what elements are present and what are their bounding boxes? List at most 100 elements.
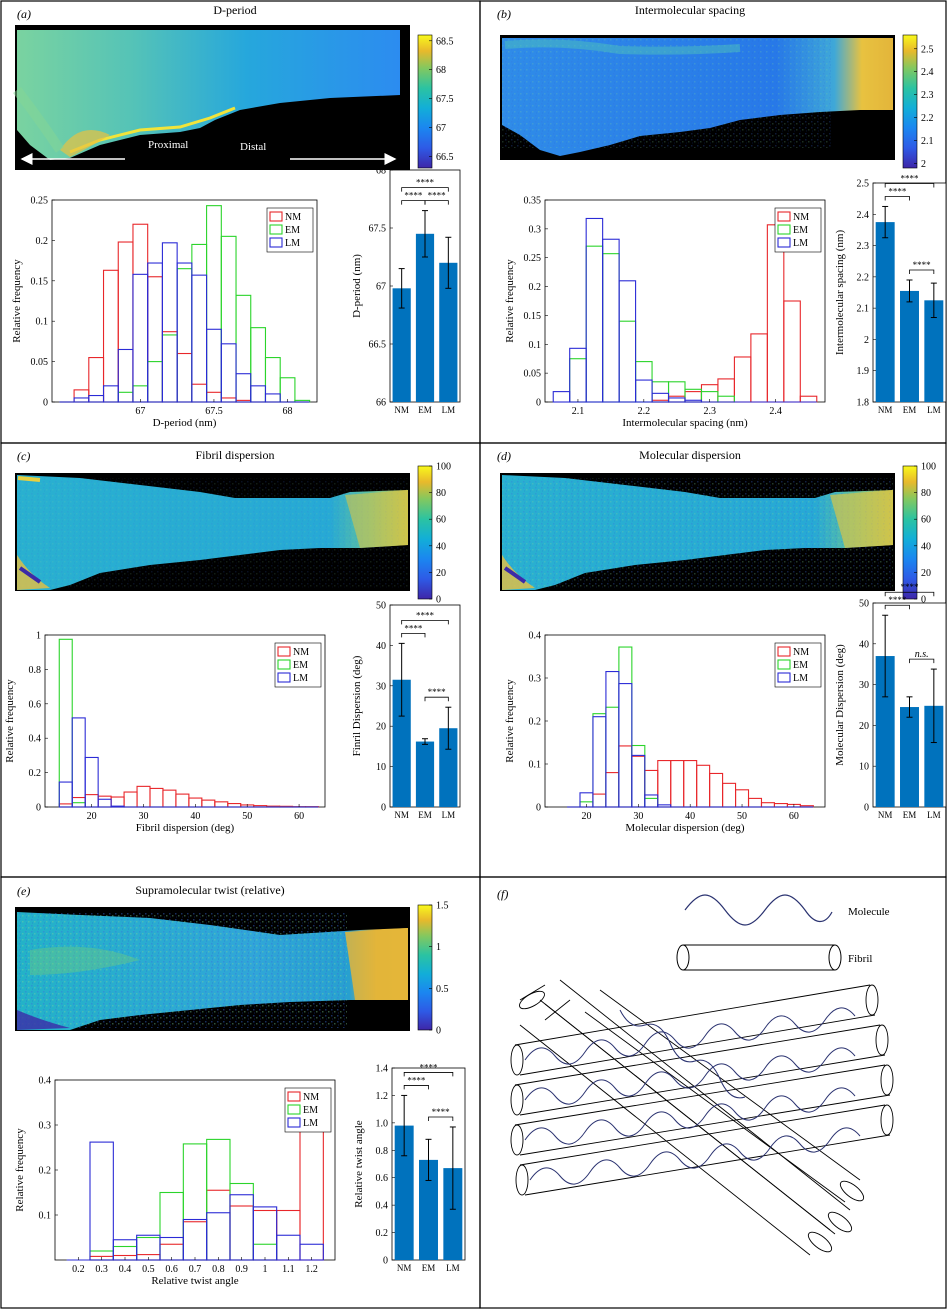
colorbar-tick-label: 100: [921, 462, 936, 473]
barchart-ytick-label: 2: [864, 335, 869, 346]
schematic-label-molecule: Molecule: [848, 906, 890, 918]
panel-label: (d): [497, 449, 511, 463]
histogram-ytick-label: 0.05: [31, 357, 49, 368]
histogram-ytick-label: 0.05: [524, 369, 542, 380]
legend-label: EM: [285, 225, 300, 236]
colorbar-tick-label: 66.5: [436, 152, 454, 163]
legend-label: NM: [285, 212, 301, 223]
bar-category-label: LM: [446, 1263, 460, 1273]
bar-category-label: EM: [422, 1263, 436, 1273]
map-title: D-period: [213, 3, 256, 17]
histogram-ytick-label: 0.1: [39, 1211, 52, 1222]
map-a-label-proximal: Proximal: [148, 139, 188, 151]
legend-label: LM: [303, 1118, 318, 1129]
significance-label: ****: [888, 595, 907, 605]
histogram-ytick-label: 0.15: [524, 311, 542, 322]
colorbar-tick-label: 20: [921, 568, 931, 579]
colorbar-tick-label: 2.5: [921, 44, 934, 55]
significance-label: ****: [888, 186, 907, 196]
significance-label: ****: [420, 1062, 439, 1072]
histogram-ytick-label: 0.2: [39, 1166, 52, 1177]
histogram-ytick-label: 0: [43, 398, 48, 409]
histogram-xlabel: Relative twist angle: [151, 1275, 238, 1287]
histogram-ytick-label: 0.1: [529, 340, 542, 351]
barchart-ylabel: Relative twist angle: [353, 1120, 365, 1207]
histogram-ytick-label: 0: [36, 803, 41, 814]
histogram-ylabel: Relative frequency: [504, 259, 516, 343]
map-title: Intermolecular spacing: [635, 3, 745, 17]
bar-em: [900, 707, 919, 807]
significance-label: ****: [404, 623, 423, 633]
colorbar: [903, 35, 917, 168]
colorbar-tick-label: 60: [436, 515, 446, 526]
significance-label: ****: [901, 582, 920, 592]
histogram-xtick-label: 1.2: [305, 1264, 318, 1275]
histogram-ytick-label: 0.2: [36, 236, 49, 247]
histogram-ytick-label: 0.4: [39, 1076, 52, 1087]
map-c-top-left: [18, 478, 40, 480]
histogram-ytick-label: 0.2: [529, 717, 542, 728]
histogram-ytick-label: 0.4: [29, 734, 42, 745]
barchart-ytick-label: 68: [376, 166, 386, 177]
map-e-band-right: [345, 928, 408, 1000]
histogram-ytick-label: 0.3: [529, 674, 542, 685]
histogram-xtick-label: 1: [263, 1264, 268, 1275]
barchart-ytick-label: 40: [376, 641, 386, 652]
panel-f-schematic: Molecule Fibril: [511, 895, 893, 1255]
fibril-legend-icon: [677, 945, 841, 970]
barchart-ytick-label: 50: [859, 599, 869, 610]
legend-label: NM: [303, 1092, 319, 1103]
colorbar: [418, 905, 432, 1030]
barchart-ytick-label: 10: [859, 762, 869, 773]
colorbar-tick-label: 2.4: [921, 67, 934, 78]
fibril-bundle-icon: [511, 980, 893, 1255]
colorbar-tick-label: 68.5: [436, 36, 454, 47]
histogram-xtick-label: 67.5: [205, 406, 223, 417]
significance-label: ****: [428, 191, 447, 201]
histogram-xtick-label: 68: [283, 406, 293, 417]
bar-category-label: LM: [927, 810, 941, 820]
map-c-texture: [17, 478, 408, 588]
barchart-ylabel: Finril Dispersion (deg): [351, 655, 363, 756]
barchart-ytick-label: 2.4: [857, 210, 870, 221]
bar-nm: [876, 222, 895, 402]
histogram-xtick-label: 2.2: [638, 406, 651, 417]
colorbar-tick-label: 0: [436, 595, 441, 606]
legend-label: NM: [793, 647, 809, 658]
bar-category-label: LM: [442, 810, 456, 820]
legend-label: NM: [293, 647, 309, 658]
histogram-ytick-label: 0.2: [529, 282, 542, 293]
map-title: Molecular dispersion: [639, 448, 741, 462]
histogram-xtick-label: 0.6: [165, 1264, 178, 1275]
significance-label: ****: [407, 1075, 426, 1085]
histogram-ytick-label: 0.1: [36, 317, 49, 328]
histogram-xtick-label: 1.1: [282, 1264, 295, 1275]
panel-label: (b): [497, 7, 511, 21]
histogram-ylabel: Relative frequency: [504, 679, 516, 763]
histogram-ytick-label: 0.2: [29, 768, 42, 779]
significance-label: ****: [432, 1107, 451, 1117]
barchart-ytick-label: 1.4: [376, 1064, 389, 1075]
histogram-xtick-label: 2.4: [769, 406, 782, 417]
barchart-ytick-label: 30: [376, 681, 386, 692]
legend-label: EM: [793, 660, 808, 671]
barchart-ylabel: Intermolecular spacing (nm): [834, 230, 846, 356]
barchart-ytick-label: 20: [376, 722, 386, 733]
barchart-ytick-label: 0.4: [376, 1201, 389, 1212]
colorbar-tick-label: 68: [436, 65, 446, 76]
significance-label: ****: [428, 687, 447, 697]
histogram-xtick-label: 60: [789, 811, 799, 822]
map-title: Supramolecular twist (relative): [135, 883, 284, 897]
histogram-xtick-label: 0.3: [95, 1264, 108, 1275]
barchart-ytick-label: 0.2: [376, 1228, 389, 1239]
map-d-texture: [502, 478, 893, 588]
barchart-ytick-label: 2.1: [857, 304, 870, 315]
significance-label: ****: [416, 610, 435, 620]
map-a-label-distal: Distal: [240, 141, 266, 153]
colorbar-tick-label: 80: [436, 488, 446, 499]
histogram-xtick-label: 30: [633, 811, 643, 822]
legend-label: EM: [293, 660, 308, 671]
histogram-xtick-label: 30: [139, 811, 149, 822]
barchart-ytick-label: 1.2: [376, 1091, 389, 1102]
